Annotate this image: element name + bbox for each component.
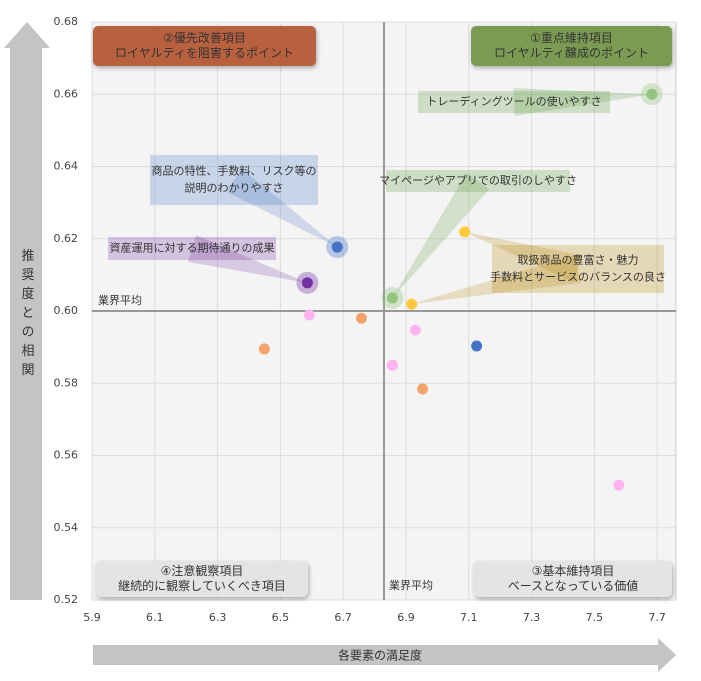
annotation-text: 資産運用に対する期待通りの成果 bbox=[110, 241, 275, 255]
point bbox=[386, 292, 398, 304]
point bbox=[459, 226, 471, 238]
x-tick-label: 6.5 bbox=[272, 611, 290, 624]
annotation-text: 手数料とサービスのバランスの良さ bbox=[490, 270, 666, 284]
callout-tail bbox=[513, 88, 652, 116]
callout-tail bbox=[188, 235, 308, 283]
quadrant-label: ロイヤルティ醸成のポイント bbox=[494, 46, 649, 60]
callout-tail bbox=[411, 255, 581, 305]
quadrant-label: ロイヤルティを阻害するポイント bbox=[115, 45, 294, 60]
y-tick-label: 0.68 bbox=[54, 15, 79, 28]
x-axis-arrow bbox=[93, 638, 676, 672]
x-tick-label: 6.7 bbox=[334, 611, 352, 624]
x-tick-label: 5.9 bbox=[83, 611, 101, 624]
point bbox=[417, 383, 429, 395]
annotation-box bbox=[492, 245, 664, 293]
x-tick-label: 7.3 bbox=[523, 611, 541, 624]
reference-label: 業界平均 bbox=[98, 294, 142, 307]
quadrant-box bbox=[93, 26, 316, 66]
annotation-text: 説明のわかりやすさ bbox=[185, 181, 284, 195]
y-tick-label: 0.54 bbox=[54, 521, 79, 534]
quadrant-label: ④注意観察項目 bbox=[161, 563, 244, 578]
y-tick-label: 0.62 bbox=[54, 232, 79, 245]
reference-label: 業界平均 bbox=[389, 579, 433, 592]
callout-tail bbox=[464, 231, 583, 283]
callout-tail bbox=[392, 172, 490, 298]
point bbox=[258, 343, 270, 355]
y-tick-label: 0.58 bbox=[54, 376, 79, 389]
point bbox=[471, 340, 483, 352]
x-tick-label: 7.5 bbox=[586, 611, 604, 624]
annotation-box bbox=[418, 91, 610, 113]
x-tick-label: 6.3 bbox=[209, 611, 227, 624]
quadrant-box bbox=[474, 561, 672, 597]
x-tick-label: 7.7 bbox=[648, 611, 666, 624]
annotation-text: 商品の特性、手数料、リスク等の bbox=[152, 164, 317, 178]
point bbox=[613, 479, 625, 491]
point bbox=[406, 298, 418, 310]
point bbox=[386, 359, 398, 371]
callout-tail bbox=[226, 168, 338, 248]
annotation-box bbox=[108, 237, 276, 260]
quadrant-box bbox=[471, 26, 672, 66]
x-axis-title: 各要素の満足度 bbox=[338, 648, 422, 663]
quadrant-label: ③基本維持項目 bbox=[532, 563, 615, 578]
annotation-text: マイページやアプリでの取引のしやすさ bbox=[379, 173, 577, 187]
point bbox=[646, 88, 658, 100]
y-tick-label: 0.56 bbox=[54, 449, 79, 462]
x-tick-label: 7.1 bbox=[460, 611, 478, 624]
x-tick-label: 6.1 bbox=[146, 611, 164, 624]
point bbox=[331, 241, 343, 253]
quadrant-label: ①重点維持項目 bbox=[530, 30, 613, 45]
annotation-text: 取扱商品の豊富さ・魅力 bbox=[518, 253, 639, 267]
quadrant-label: ②優先改善項目 bbox=[163, 30, 246, 45]
point bbox=[355, 312, 367, 324]
y-axis-arrow bbox=[4, 22, 50, 600]
y-tick-label: 0.66 bbox=[54, 87, 79, 100]
y-tick-label: 0.60 bbox=[54, 304, 79, 317]
y-tick-label: 0.52 bbox=[54, 593, 79, 606]
point bbox=[303, 309, 315, 321]
quadrant-box bbox=[96, 561, 308, 597]
annotation-box bbox=[386, 170, 570, 192]
y-axis-title: 推奨度との相関 bbox=[19, 249, 35, 382]
annotation-box bbox=[150, 155, 318, 205]
quadrant-label: 継続的に観察していくべき項目 bbox=[118, 578, 286, 593]
quadrant-label: ベースとなっている価値 bbox=[508, 578, 638, 593]
annotation-text: トレーディングツールの使いやすさ bbox=[426, 94, 601, 108]
x-tick-label: 6.9 bbox=[397, 611, 415, 624]
point bbox=[301, 277, 313, 289]
y-tick-label: 0.64 bbox=[54, 160, 79, 173]
point bbox=[409, 324, 421, 336]
